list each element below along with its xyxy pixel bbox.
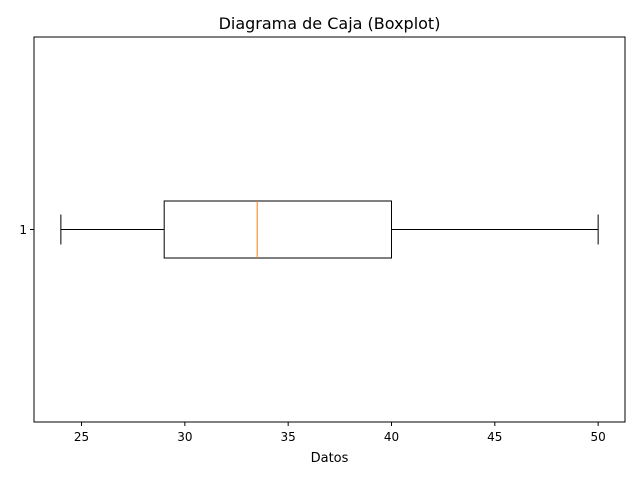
chart-title: Diagrama de Caja (Boxplot) bbox=[219, 14, 441, 33]
x-tick-label: 40 bbox=[384, 430, 399, 444]
x-tick-label: 25 bbox=[74, 430, 89, 444]
x-tick-label: 35 bbox=[281, 430, 296, 444]
x-axis-label: Datos bbox=[311, 451, 349, 466]
x-tick-label: 30 bbox=[177, 430, 192, 444]
x-tick-label: 50 bbox=[590, 430, 605, 444]
plot-area-frame bbox=[33, 36, 626, 423]
interquartile-box bbox=[163, 200, 392, 259]
y-tick-label: 1 bbox=[19, 223, 27, 237]
x-tick-label: 45 bbox=[487, 430, 502, 444]
